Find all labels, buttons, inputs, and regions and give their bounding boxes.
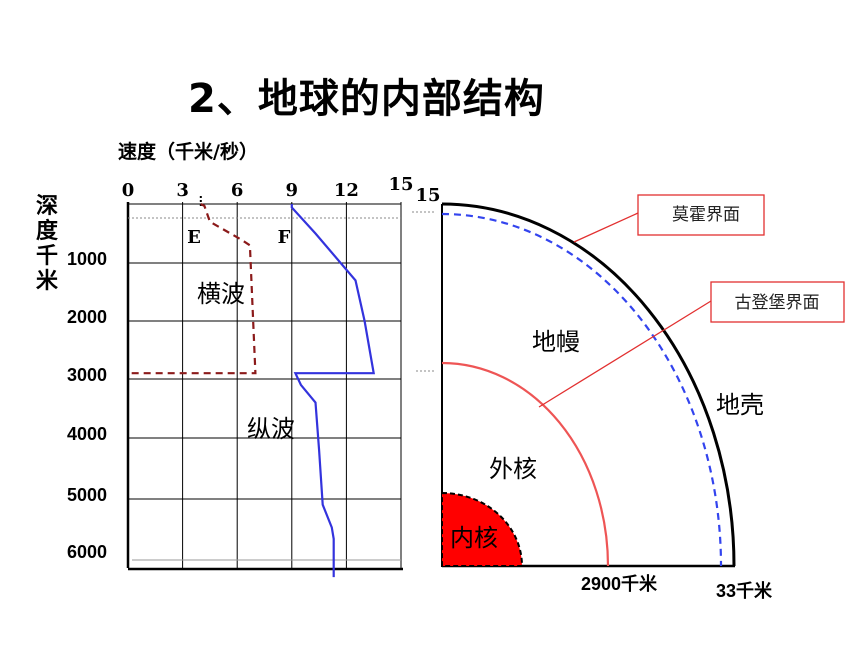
- gutenberg-boundary-line: [441, 361, 610, 567]
- speed-tick-label: 0: [122, 180, 135, 201]
- depth-tick-label: 1000: [67, 249, 107, 269]
- speed-tick-label: 6: [231, 180, 244, 201]
- longitudinal-wave-label: 纵波: [247, 415, 295, 443]
- moho-callout-label: 莫霍界面: [672, 205, 740, 225]
- moho-callout-line: [573, 212, 639, 243]
- speed-tick-label: 9: [286, 180, 299, 201]
- depth-tick-label: 3000: [67, 365, 107, 385]
- transverse-wave-line: [128, 203, 257, 375]
- transverse-wave-label: 横波: [197, 280, 245, 308]
- moho-callout-box: [637, 194, 765, 236]
- wave-marker-f: F: [278, 227, 291, 248]
- depth-tick-label: 4000: [67, 424, 107, 444]
- speed-tick-label: 12: [334, 180, 359, 201]
- page-title: 2、地球的内部结构: [188, 76, 545, 122]
- depth-axis-label-char: 千: [36, 244, 59, 269]
- speed-tick-label-extra: 15: [415, 185, 440, 206]
- depth-axis-label-char: 米: [36, 269, 59, 294]
- gutenberg-callout-box: [710, 281, 845, 323]
- mantle-label: 地幔: [532, 328, 580, 356]
- longitudinal-wave-line: [290, 204, 376, 578]
- depth-axis-label-char: 度: [36, 219, 59, 244]
- chart-grid: [126, 196, 403, 571]
- moho-boundary-line: [441, 212, 723, 567]
- velocity-chart: 0 3 6 9 12 15 15 1000 2000 3000 4000 5000 6000 E F…: [67, 174, 441, 578]
- crust-outer-surface: [441, 202, 736, 567]
- speed-tick-labels: 0 3 6 9 12 15: [122, 174, 414, 201]
- inner-core-label: 内核: [450, 524, 498, 552]
- distance-33-label: 33千米: [716, 580, 773, 601]
- crust-label: 地壳: [716, 391, 764, 419]
- inner-core: [441, 491, 524, 567]
- gutenberg-callout-line: [538, 300, 712, 408]
- depth-axis-label-char: 深: [36, 194, 59, 219]
- gutenberg-callout-label: 古登堡界面: [735, 293, 820, 313]
- depth-tick-label: 6000: [67, 542, 107, 562]
- distance-2900-label: 2900千米: [581, 573, 658, 594]
- speed-tick-label: 3: [176, 180, 189, 201]
- wave-marker-e: E: [187, 227, 201, 248]
- outer-core-label: 外核: [489, 455, 537, 483]
- speed-axis-label: 速度（千米/秒）: [118, 141, 258, 163]
- speed-tick-label: 15: [388, 174, 413, 195]
- depth-tick-label: 2000: [67, 307, 107, 327]
- earth-section: 地幔 地壳 外核 内核 莫霍界面 古登堡界面 2900千米 33千米: [441, 194, 845, 601]
- depth-tick-labels: 1000 2000 3000 4000 5000 6000: [67, 249, 107, 562]
- depth-tick-label: 5000: [67, 485, 107, 505]
